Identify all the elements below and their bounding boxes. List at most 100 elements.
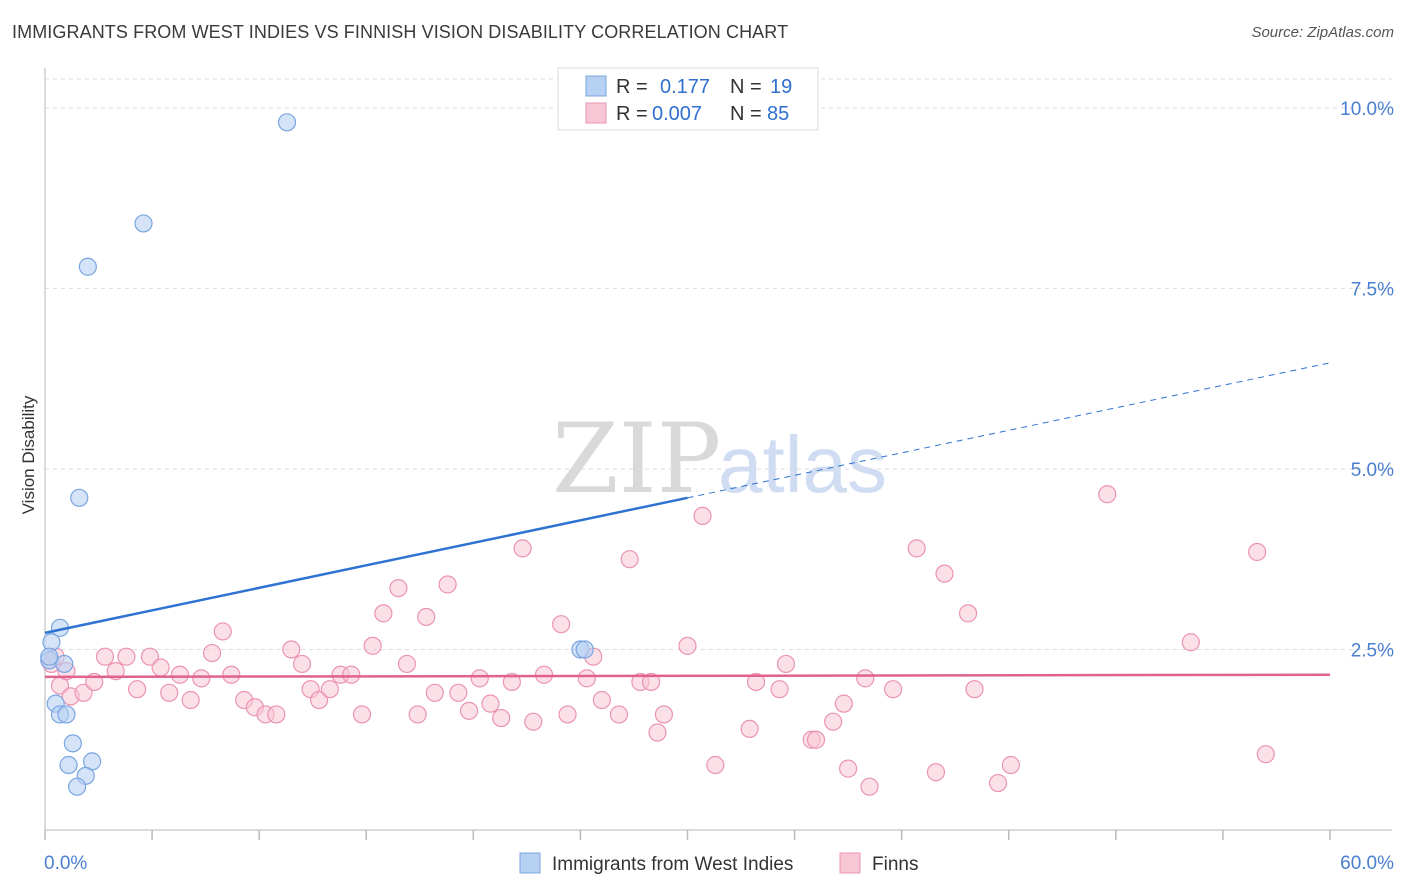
finns-point [592,690,611,710]
finns-point [693,506,712,525]
finns-point [363,636,382,655]
legend-r-label-2: R = [616,103,648,125]
finns-trend-line [44,673,1331,679]
west-indies-point [277,113,297,132]
finns-point [524,712,543,731]
watermark: ZIP atlas [552,403,887,515]
finns-point [449,683,468,702]
y-axis-label: Vision Disability [19,395,38,514]
finns-points [42,485,1275,796]
finns-point [883,680,903,699]
watermark-atlas: atlas [718,420,887,509]
finns-point [678,636,697,655]
finns-point [834,694,853,713]
finns-point [552,615,571,634]
legend-r-label-1: R = [616,76,648,98]
legend-n-label-1: N = [730,76,762,98]
finns-point [1248,542,1267,562]
finns-point [202,643,222,663]
finns-point [577,669,596,688]
finns-point [907,539,926,558]
x-tick-label-min: 0.0% [44,853,87,874]
y-tick-label: 5.0% [1351,460,1394,481]
finns-point [824,712,843,731]
legend-n-value-1: 19 [770,76,792,98]
legend-n-value-2: 85 [767,103,789,125]
finns-point [374,604,393,623]
finns-point [935,564,954,583]
chart-title: IMMIGRANTS FROM WEST INDIES VS FINNISH V… [12,22,789,42]
finns-point [502,672,521,692]
finns-point [140,647,160,666]
finns-point [292,654,312,674]
finns-point [770,680,789,699]
finns-point [609,705,629,724]
finns-point [558,705,577,724]
finns-point [389,578,408,598]
finns-point [320,680,339,699]
finns-point [620,550,639,569]
finns-point [648,723,667,742]
series-legend: Immigrants from West Indies Finns [519,852,918,875]
finns-point [310,690,329,710]
west-indies-point [575,640,594,659]
finns-point [117,647,136,666]
finns-point [1256,745,1275,764]
finns-point [492,708,511,728]
y-axis-tick-labels: 2.5% 5.0% 7.5% 10.0% [1340,99,1394,662]
finns-point [776,654,796,674]
finns-point [267,705,286,724]
west-indies-point [40,647,59,666]
west-indies-trend-line [44,496,688,635]
finns-point [513,539,532,558]
finns-point [282,640,301,659]
legend-r-value-2: 0.007 [652,103,702,125]
west-indies-point [68,777,87,796]
finns-point [160,683,179,702]
finns-point [170,665,190,684]
trend-lines [44,362,1331,679]
west-indies-point [63,734,82,753]
finns-point [181,690,200,710]
y-tick-label: 10.0% [1340,99,1394,120]
series-legend-label-1: Immigrants from West Indies [552,854,793,875]
finns-point [459,701,479,720]
gridlines [45,78,1392,650]
finns-point [856,669,875,688]
finns-point [534,665,554,684]
finns-point [740,719,759,739]
finns-point [74,683,93,702]
finns-point [397,654,417,674]
finns-point [470,669,489,688]
series-legend-swatch-blue [519,852,541,874]
finns-point [352,705,372,724]
finns-point [988,773,1008,793]
west-indies-point [57,705,76,724]
y-tick-label: 2.5% [1351,640,1394,661]
finns-point [926,763,946,782]
west-indies-point [134,214,153,233]
legend-swatch-pink [585,102,607,124]
finns-point [192,669,211,688]
stats-legend: R = 0.177 N = 19 R = 0.007 N = 85 [557,67,819,131]
legend-swatch-blue [585,75,607,97]
west-indies-point [70,488,89,507]
finns-point [151,658,170,677]
west-indies-points [40,113,594,796]
finns-point [95,647,115,666]
finns-point [481,694,500,713]
finns-point [654,705,674,724]
west-indies-point [59,755,78,775]
y-tick-label: 7.5% [1351,279,1394,300]
west-indies-point [78,257,97,276]
finns-point [746,672,766,692]
finns-point [1001,755,1020,775]
finns-point [965,680,984,699]
finns-point [1181,633,1200,652]
finns-point [706,755,725,775]
finns-point [417,607,436,627]
watermark-zip: ZIP [552,403,721,515]
finns-point [860,777,879,796]
finns-point [1098,485,1117,504]
